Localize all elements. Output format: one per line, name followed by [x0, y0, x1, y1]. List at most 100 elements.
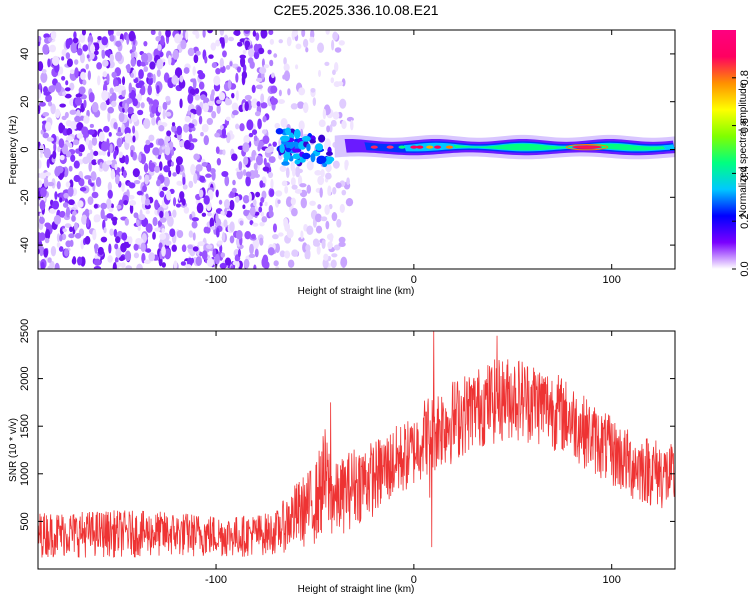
noise-speckle: [54, 262, 60, 269]
noise-speckle: [114, 257, 119, 264]
snr-series-line: [38, 331, 675, 558]
noise-speckle: [145, 210, 150, 215]
noise-speckle: [191, 217, 199, 222]
noise-speckle: [43, 248, 49, 258]
signal-hot-spot: [398, 145, 406, 149]
noise-speckle: [278, 232, 284, 237]
noise-speckle: [145, 223, 153, 233]
noise-speckle: [220, 252, 226, 258]
noise-speckle: [206, 257, 214, 268]
noise-speckle: [333, 62, 339, 72]
noise-speckle: [97, 36, 102, 41]
noise-speckle: [140, 193, 146, 205]
noise-speckle: [201, 250, 208, 260]
noise-speckle: [215, 227, 220, 238]
colorbar-gradient: [712, 30, 736, 269]
noise-speckle: [306, 184, 312, 194]
signal-onset-blob: [306, 143, 311, 152]
noise-speckle: [159, 210, 164, 219]
noise-speckle: [145, 139, 151, 146]
noise-speckle: [89, 123, 94, 128]
snr-x-axis-label: Height of straight line (km): [298, 584, 415, 595]
noise-speckle: [205, 173, 212, 178]
noise-speckle: [54, 191, 58, 200]
noise-speckle: [335, 182, 342, 189]
noise-speckle: [93, 150, 99, 157]
noise-speckle: [322, 258, 329, 269]
noise-speckle: [178, 181, 183, 186]
noise-speckle: [165, 30, 171, 38]
noise-speckle: [187, 93, 194, 104]
noise-speckle: [152, 147, 160, 156]
noise-speckle: [149, 61, 156, 70]
noise-speckle: [38, 35, 42, 42]
noise-speckle: [306, 225, 314, 235]
noise-speckle: [322, 108, 327, 120]
noise-speckle: [278, 39, 283, 44]
noise-speckle: [280, 117, 288, 128]
noise-speckle: [143, 118, 151, 130]
noise-speckle: [185, 264, 192, 269]
noise-speckle: [222, 149, 226, 156]
noise-speckle: [103, 125, 110, 133]
noise-speckle: [166, 190, 172, 201]
noise-speckle: [231, 102, 239, 111]
noise-speckle: [310, 87, 316, 93]
noise-speckle: [70, 42, 78, 54]
noise-speckle: [259, 237, 264, 246]
noise-speckle: [67, 199, 75, 206]
colorbar-tick-label: 0.2: [739, 214, 750, 229]
noise-speckle: [235, 123, 240, 130]
noise-speckle: [259, 67, 267, 74]
noise-speckle: [248, 253, 256, 259]
noise-speckle: [217, 240, 223, 245]
noise-speckle: [161, 262, 166, 268]
noise-speckle: [346, 177, 350, 186]
noise-speckle: [191, 138, 198, 143]
snr-panel: -100 0 100 500 1000 1500 2000 2500 Height of s…: [8, 319, 676, 595]
noise-speckle: [156, 179, 161, 187]
noise-speckle: [249, 206, 256, 217]
noise-speckle: [95, 176, 102, 188]
noise-speckle: [113, 228, 118, 238]
noise-speckle: [317, 204, 322, 210]
noise-speckle: [180, 261, 186, 266]
noise-speckle: [268, 156, 276, 164]
noise-speckle: [199, 175, 206, 183]
noise-speckle: [69, 109, 77, 115]
noise-speckle: [133, 180, 141, 185]
noise-speckle: [158, 30, 162, 37]
noise-speckle: [336, 218, 342, 228]
noise-speckle: [257, 118, 262, 130]
y-tick-label: -20: [19, 189, 31, 205]
colorbar-ticks: 0.0 0.2 0.4 0.6 0.8: [732, 70, 750, 277]
noise-speckle: [133, 212, 139, 219]
noise-speckle: [309, 200, 316, 206]
noise-speckle: [101, 49, 106, 59]
noise-speckle: [158, 125, 165, 132]
noise-speckle: [63, 192, 69, 199]
noise-speckle: [88, 92, 95, 103]
noise-speckle: [272, 223, 277, 233]
colorbar-tick-label: 0.0: [739, 261, 750, 276]
noise-speckle: [42, 132, 49, 139]
noise-speckle: [116, 31, 121, 37]
noise-speckle: [121, 123, 125, 134]
spectrogram-y-axis-label: Frequency (Hz): [8, 116, 19, 185]
noise-speckle: [260, 30, 267, 39]
noise-speckle: [143, 66, 149, 72]
noise-speckle: [43, 91, 51, 96]
noise-speckle: [141, 52, 149, 63]
noise-speckle: [197, 241, 205, 247]
signal-onset-blob: [279, 143, 285, 154]
noise-speckle: [210, 225, 216, 230]
noise-speckle: [248, 48, 255, 58]
noise-speckle: [79, 186, 87, 192]
noise-speckle: [291, 166, 296, 177]
noise-speckle: [121, 232, 128, 241]
noise-speckle: [317, 42, 325, 53]
noise-speckle: [125, 265, 133, 269]
noise-speckle: [188, 123, 195, 129]
noise-speckle: [167, 215, 174, 227]
noise-speckle: [231, 92, 235, 99]
